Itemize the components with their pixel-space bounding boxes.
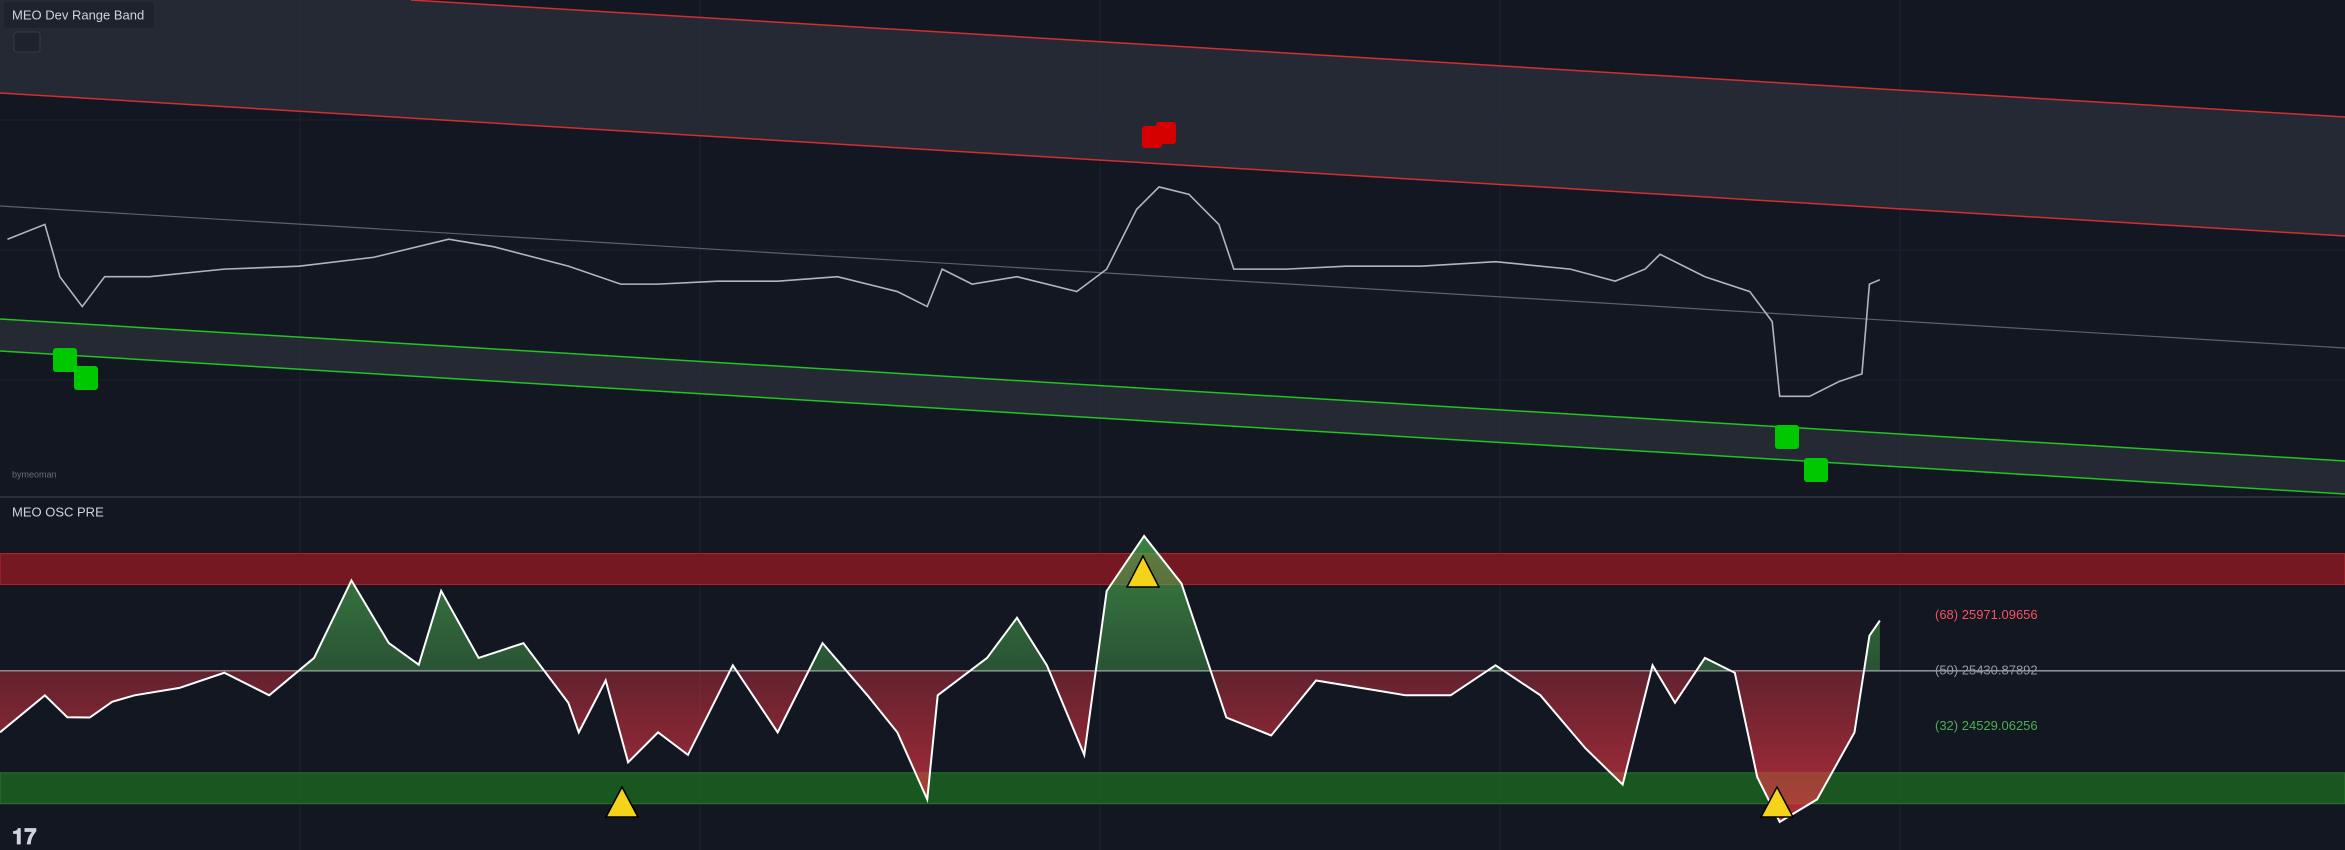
price-series — [7, 186, 1881, 398]
watermark: bymeoman — [12, 469, 57, 479]
osc-line — [0, 534, 1881, 824]
level-label: (32) 24529.06256 — [1935, 718, 2038, 733]
zone — [0, 772, 2345, 805]
level-label: (68) 25971.09656 — [1935, 607, 2038, 622]
level-label: (50) 25430.87892 — [1935, 662, 2038, 677]
oscillator-pane: (68) 25971.09656 (50) 25430.87892 (32) 245… — [0, 534, 2345, 824]
collapse-button[interactable] — [13, 31, 41, 53]
title-box — [4, 2, 154, 28]
indicator-title: MEO Dev Range Band — [12, 7, 144, 22]
signals — [53, 122, 1828, 482]
range-bands — [0, 0, 2345, 495]
logo: 𝟏𝟕 — [12, 824, 37, 849]
price-line — [7, 186, 1881, 398]
warnings — [604, 554, 1795, 818]
pane-title: MEO OSC PRE — [12, 504, 104, 519]
